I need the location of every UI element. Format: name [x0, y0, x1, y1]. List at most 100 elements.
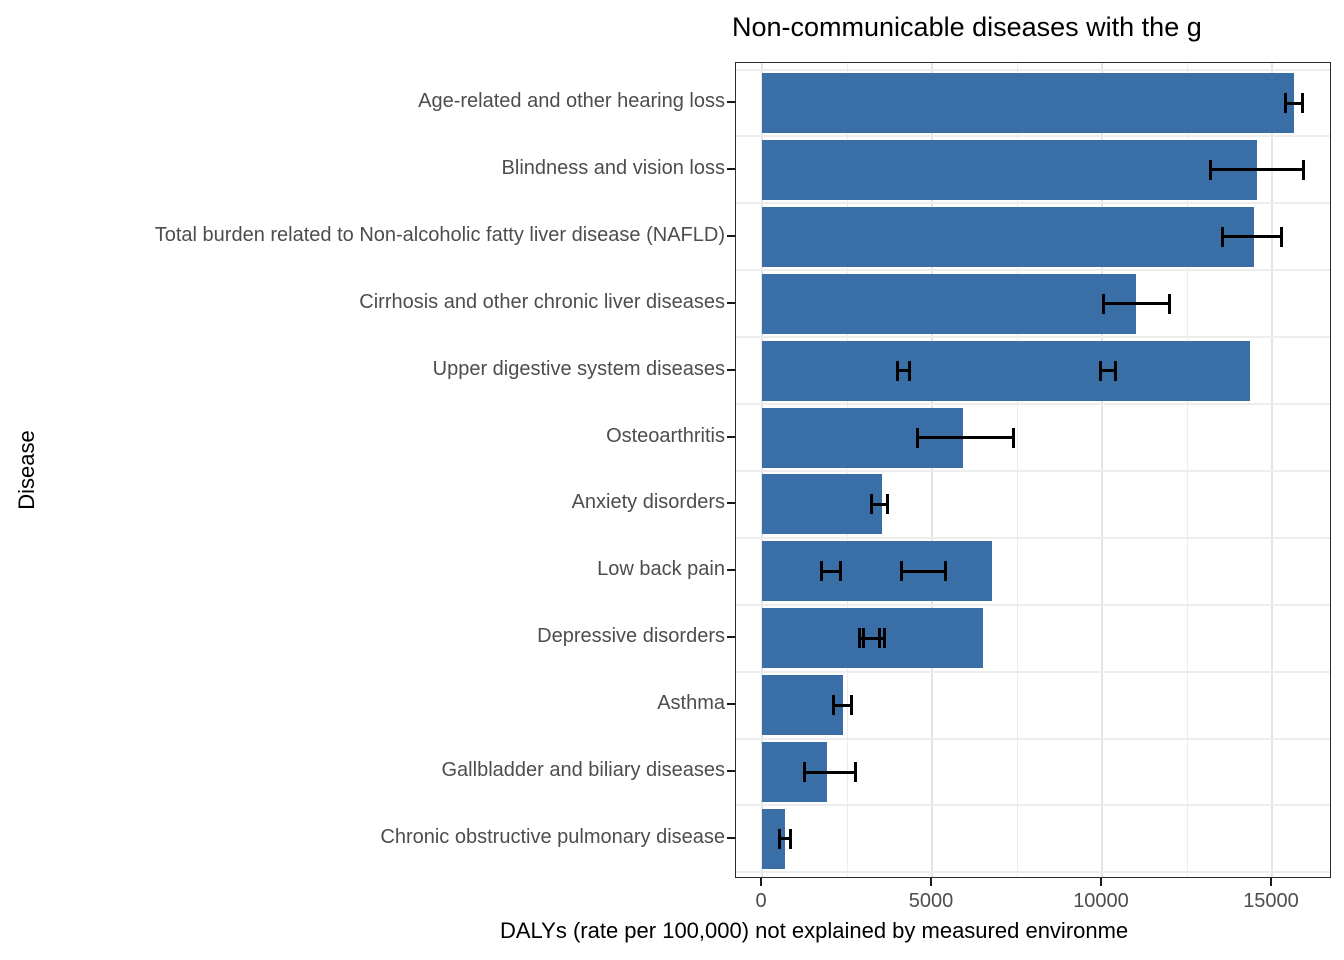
- error-bar-cap: [899, 561, 903, 582]
- bar: [762, 808, 786, 869]
- error-bar-line: [1103, 302, 1170, 306]
- y-tick-label: Upper digestive system diseases: [432, 357, 725, 380]
- y-tick-mark: [727, 301, 735, 304]
- horizontal-gridline: [736, 135, 1330, 138]
- error-bar-cap: [853, 762, 857, 782]
- y-tick-label: Gallbladder and biliary diseases: [441, 759, 726, 781]
- y-tick-mark: [727, 368, 735, 371]
- y-tick-label: Depressive disorders: [537, 625, 725, 648]
- error-bar-cap: [857, 628, 861, 649]
- error-bar-cap: [861, 628, 865, 649]
- error-bar-line: [917, 436, 1014, 439]
- error-bar-line: [863, 636, 885, 640]
- horizontal-gridline: [736, 336, 1330, 339]
- horizontal-gridline: [736, 403, 1330, 406]
- y-tick-label: Total burden related to Non-alcoholic fa…: [154, 223, 725, 246]
- y-tick-mark: [727, 703, 735, 706]
- error-bar-line: [804, 770, 856, 774]
- error-bar-line: [1210, 168, 1304, 172]
- error-bar-cap: [850, 695, 854, 716]
- y-tick-mark: [727, 167, 735, 170]
- y-tick-mark: [727, 770, 735, 772]
- error-bar-cap: [1012, 427, 1016, 448]
- error-bar-cap: [1167, 293, 1171, 314]
- x-tick-mark: [930, 878, 932, 886]
- horizontal-gridline: [736, 804, 1330, 807]
- bar: [762, 340, 1250, 401]
- x-tick-label: 0: [755, 890, 767, 912]
- plot-panel: [735, 62, 1331, 878]
- bar: [762, 206, 1255, 267]
- horizontal-gridline: [736, 536, 1330, 539]
- error-bar-cap: [1302, 159, 1306, 180]
- error-bar-line: [1222, 235, 1282, 239]
- horizontal-gridline: [736, 469, 1330, 472]
- error-bar-line: [871, 502, 888, 506]
- error-bar-cap: [907, 360, 911, 381]
- error-bar-cap: [1101, 293, 1105, 314]
- x-tick-label: 10000: [1073, 890, 1129, 912]
- y-tick-mark: [727, 234, 735, 237]
- error-bar-cap: [1221, 226, 1225, 247]
- x-tick-mark: [1100, 878, 1102, 886]
- error-bar-cap: [819, 561, 823, 582]
- bar: [762, 73, 1295, 133]
- error-bar-cap: [1099, 360, 1103, 381]
- error-bar-line: [779, 837, 791, 841]
- error-bar-line: [1285, 101, 1303, 105]
- horizontal-gridline: [736, 871, 1330, 874]
- error-bar-cap: [788, 828, 792, 849]
- y-tick-label: Age-related and other hearing loss: [418, 90, 725, 112]
- bar: [762, 139, 1257, 200]
- y-tick-mark: [727, 502, 735, 505]
- y-tick-label: Anxiety disorders: [571, 491, 725, 514]
- error-bar-cap: [1301, 93, 1305, 113]
- y-tick-label: Blindness and vision loss: [501, 156, 725, 179]
- error-bar-cap: [944, 561, 948, 582]
- error-bar-line: [901, 569, 946, 573]
- horizontal-gridline: [736, 202, 1330, 205]
- y-tick-label: Low back pain: [597, 558, 725, 581]
- error-bar-cap: [1280, 226, 1284, 247]
- horizontal-gridline: [736, 269, 1330, 272]
- y-tick-label: Asthma: [657, 692, 725, 715]
- error-bar-cap: [870, 494, 874, 515]
- error-bar-line: [1100, 369, 1116, 373]
- y-tick-label: Osteoarthritis: [606, 424, 725, 447]
- y-tick-mark: [727, 569, 735, 572]
- error-bar-cap: [1284, 93, 1288, 113]
- error-bar-cap: [1114, 360, 1118, 381]
- error-bar-cap: [831, 695, 835, 716]
- y-tick-mark: [727, 836, 735, 839]
- x-tick-mark: [760, 878, 762, 886]
- bar: [762, 675, 843, 736]
- error-bar-cap: [916, 427, 920, 448]
- y-tick-label: Chronic obstructive pulmonary disease: [380, 825, 725, 848]
- error-bar-cap: [882, 628, 886, 649]
- error-bar-cap: [803, 762, 807, 782]
- horizontal-gridline: [736, 737, 1330, 740]
- y-tick-label: Cirrhosis and other chronic liver diseas…: [359, 290, 725, 313]
- bar: [762, 474, 882, 535]
- y-tick-mark: [727, 435, 735, 438]
- error-bar-cap: [1209, 159, 1213, 180]
- y-tick-mark: [727, 636, 735, 639]
- x-tick-label: 5000: [908, 890, 954, 912]
- error-bar-line: [897, 369, 910, 373]
- horizontal-gridline: [736, 603, 1330, 606]
- error-bar-line: [821, 569, 841, 573]
- bar: [762, 273, 1136, 334]
- x-axis-title: DALYs (rate per 100,000) not explained b…: [500, 918, 1129, 943]
- error-bar-cap: [839, 561, 843, 582]
- error-bar-line: [833, 703, 852, 707]
- error-bar-cap: [896, 360, 900, 381]
- error-bar-cap: [886, 494, 890, 515]
- horizontal-gridline: [736, 670, 1330, 673]
- error-bar-cap: [777, 828, 781, 849]
- horizontal-gridline: [736, 68, 1330, 71]
- bar: [762, 541, 992, 602]
- y-tick-mark: [727, 101, 735, 103]
- chart-title: Non-communicable diseases with the g: [732, 12, 1202, 42]
- x-tick-mark: [1270, 878, 1272, 886]
